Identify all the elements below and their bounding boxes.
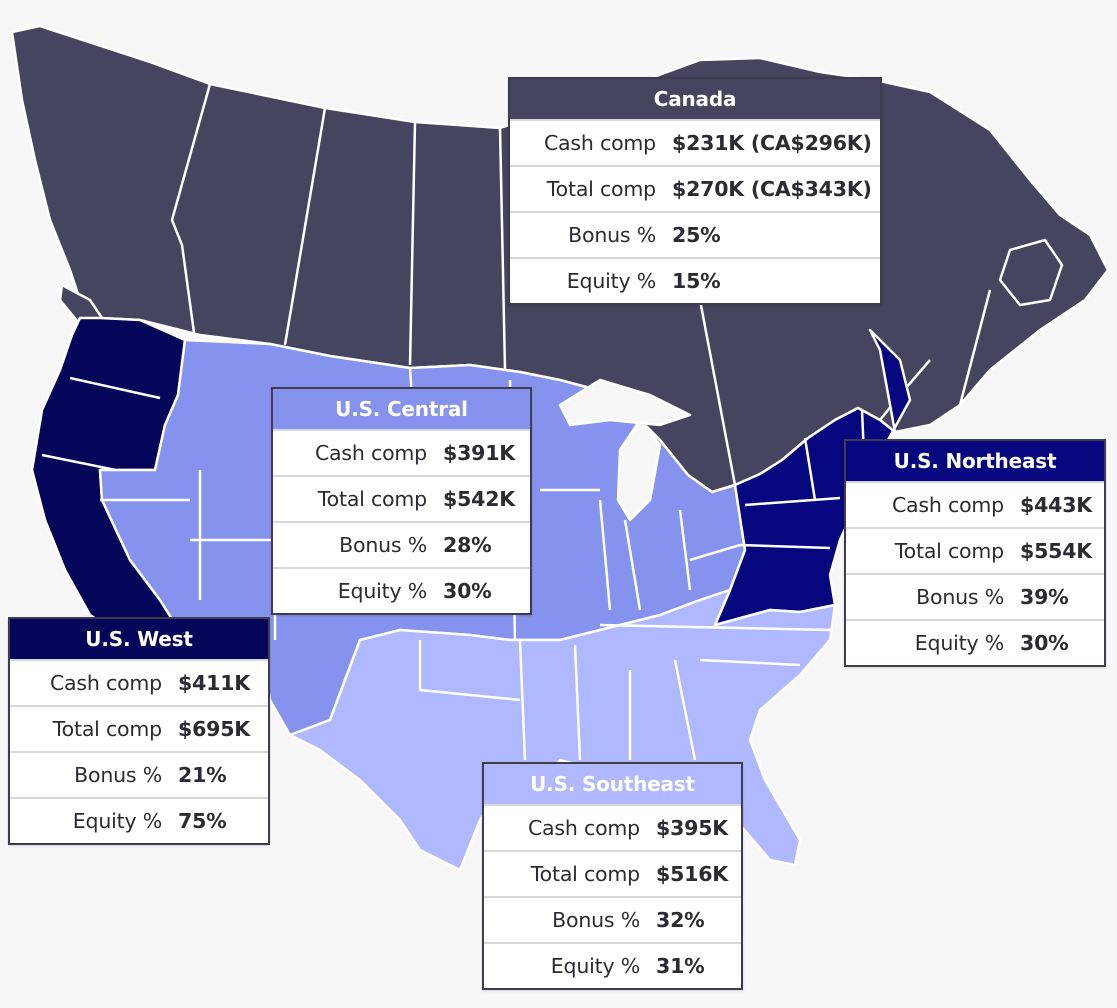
- card-header: U.S. Southeast: [484, 764, 741, 804]
- label-equity-pct: Equity %: [550, 954, 640, 978]
- value-equity-pct: 15%: [672, 269, 721, 293]
- value-equity-pct: 75%: [178, 809, 227, 833]
- label-total-comp: Total comp: [546, 177, 656, 201]
- row-cash-comp: Cash comp $231K (CA$296K): [510, 119, 880, 165]
- label-bonus-pct: Bonus %: [916, 585, 1004, 609]
- row-cash-comp: Cash comp $411K: [10, 659, 268, 705]
- row-total-comp: Total comp $695K: [10, 705, 268, 751]
- card-header: U.S. Northeast: [846, 441, 1104, 481]
- row-equity-pct: Equity % 31%: [484, 942, 741, 988]
- label-equity-pct: Equity %: [914, 631, 1004, 655]
- row-bonus-pct: Bonus % 21%: [10, 751, 268, 797]
- value-total-comp: $554K: [1020, 539, 1092, 563]
- card-header: U.S. Central: [273, 389, 530, 429]
- value-bonus-pct: 21%: [178, 763, 227, 787]
- newfoundland: [998, 238, 1064, 307]
- region-card-us-southeast: U.S. Southeast Cash comp $395K Total com…: [482, 762, 743, 990]
- us-southeast-states: [288, 588, 837, 872]
- row-total-comp: Total comp $516K: [484, 850, 741, 896]
- value-equity-pct: 31%: [656, 954, 705, 978]
- label-cash-comp: Cash comp: [314, 441, 427, 465]
- value-bonus-pct: 32%: [656, 908, 705, 932]
- value-total-comp: $542K: [443, 487, 515, 511]
- row-total-comp: Total comp $554K: [846, 527, 1104, 573]
- label-bonus-pct: Bonus %: [74, 763, 162, 787]
- label-total-comp: Total comp: [894, 539, 1004, 563]
- value-cash-comp: $395K: [656, 816, 728, 840]
- value-bonus-pct: 28%: [443, 533, 492, 557]
- value-cash-comp: $391K: [443, 441, 515, 465]
- value-cash-comp: $411K: [178, 671, 250, 695]
- label-bonus-pct: Bonus %: [552, 908, 640, 932]
- us-southeast-state-lines: [418, 623, 831, 761]
- region-card-us-west: U.S. West Cash comp $411K Total comp $69…: [8, 617, 270, 845]
- value-total-comp: $270K (CA$343K): [672, 177, 872, 201]
- label-bonus-pct: Bonus %: [568, 223, 656, 247]
- card-header: U.S. West: [10, 619, 268, 659]
- label-equity-pct: Equity %: [337, 579, 427, 603]
- row-cash-comp: Cash comp $391K: [273, 429, 530, 475]
- region-card-canada: Canada Cash comp $231K (CA$296K) Total c…: [508, 77, 882, 305]
- value-equity-pct: 30%: [443, 579, 492, 603]
- value-bonus-pct: 25%: [672, 223, 721, 247]
- row-total-comp: Total comp $542K: [273, 475, 530, 521]
- row-bonus-pct: Bonus % 32%: [484, 896, 741, 942]
- region-card-us-northeast: U.S. Northeast Cash comp $443K Total com…: [844, 439, 1106, 667]
- row-equity-pct: Equity % 15%: [510, 257, 880, 303]
- value-cash-comp: $443K: [1020, 493, 1092, 517]
- value-cash-comp: $231K (CA$296K): [672, 131, 872, 155]
- region-us-southeast: [288, 588, 837, 872]
- card-header: Canada: [510, 79, 880, 119]
- value-bonus-pct: 39%: [1020, 585, 1069, 609]
- row-equity-pct: Equity % 30%: [846, 619, 1104, 665]
- row-bonus-pct: Bonus % 25%: [510, 211, 880, 257]
- region-card-us-central: U.S. Central Cash comp $391K Total comp …: [271, 387, 532, 615]
- card-title: Canada: [653, 87, 737, 111]
- value-equity-pct: 30%: [1020, 631, 1069, 655]
- label-cash-comp: Cash comp: [527, 816, 640, 840]
- row-cash-comp: Cash comp $395K: [484, 804, 741, 850]
- row-equity-pct: Equity % 30%: [273, 567, 530, 613]
- row-total-comp: Total comp $270K (CA$343K): [510, 165, 880, 211]
- card-title: U.S. West: [85, 627, 193, 651]
- label-total-comp: Total comp: [52, 717, 162, 741]
- value-total-comp: $516K: [656, 862, 728, 886]
- label-cash-comp: Cash comp: [891, 493, 1004, 517]
- row-equity-pct: Equity % 75%: [10, 797, 268, 843]
- card-title: U.S. Central: [335, 397, 468, 421]
- label-total-comp: Total comp: [530, 862, 640, 886]
- label-cash-comp: Cash comp: [543, 131, 656, 155]
- card-title: U.S. Northeast: [893, 449, 1057, 473]
- row-cash-comp: Cash comp $443K: [846, 481, 1104, 527]
- value-total-comp: $695K: [178, 717, 250, 741]
- row-bonus-pct: Bonus % 28%: [273, 521, 530, 567]
- label-equity-pct: Equity %: [566, 269, 656, 293]
- label-bonus-pct: Bonus %: [339, 533, 427, 557]
- row-bonus-pct: Bonus % 39%: [846, 573, 1104, 619]
- canada-province-lines: [170, 83, 992, 486]
- card-title: U.S. Southeast: [530, 772, 695, 796]
- us-northeast-state-lines: [739, 409, 867, 550]
- label-equity-pct: Equity %: [72, 809, 162, 833]
- label-cash-comp: Cash comp: [49, 671, 162, 695]
- label-total-comp: Total comp: [317, 487, 427, 511]
- lake-superior: [558, 378, 692, 427]
